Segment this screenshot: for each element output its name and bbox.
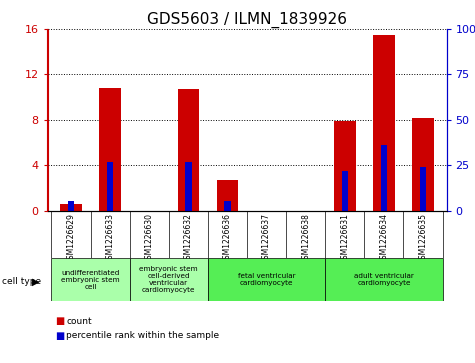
Bar [99, 88, 121, 211]
Text: GSM1226633: GSM1226633 [105, 213, 114, 264]
Bar [412, 118, 434, 211]
Text: fetal ventricular
cardiomyocyte: fetal ventricular cardiomyocyte [238, 273, 295, 286]
Bar [178, 89, 199, 211]
Bar [51, 258, 130, 301]
Bar [208, 258, 325, 301]
Text: GSM1226630: GSM1226630 [145, 213, 154, 264]
Text: GSM1226635: GSM1226635 [418, 213, 428, 264]
Text: ■: ■ [55, 331, 64, 341]
Text: adult ventricular
cardiomyocyte: adult ventricular cardiomyocyte [354, 273, 414, 286]
Bar [420, 167, 426, 211]
Title: GDS5603 / ILMN_1839926: GDS5603 / ILMN_1839926 [147, 12, 347, 28]
Bar [334, 121, 356, 211]
Text: ▶: ▶ [32, 276, 40, 286]
Text: embryonic stem
cell-derived
ventricular
cardiomyocyte: embryonic stem cell-derived ventricular … [140, 266, 198, 293]
Text: GSM1226629: GSM1226629 [66, 213, 76, 264]
Bar [68, 201, 74, 211]
Bar [217, 180, 238, 211]
Bar [342, 171, 348, 211]
Text: GSM1226632: GSM1226632 [184, 213, 193, 264]
Text: cell type: cell type [2, 277, 41, 286]
Text: ■: ■ [55, 316, 64, 326]
Text: undifferentiated
embryonic stem
cell: undifferentiated embryonic stem cell [61, 269, 120, 290]
Text: GSM1226638: GSM1226638 [301, 213, 310, 264]
Bar [185, 162, 191, 211]
Bar [107, 162, 114, 211]
Text: percentile rank within the sample: percentile rank within the sample [66, 331, 219, 340]
Text: GSM1226634: GSM1226634 [380, 213, 389, 264]
Text: GSM1226631: GSM1226631 [340, 213, 349, 264]
Bar [380, 145, 387, 211]
Bar [373, 35, 395, 211]
Bar [325, 258, 443, 301]
Text: GSM1226637: GSM1226637 [262, 213, 271, 264]
Bar [224, 200, 231, 211]
Text: count: count [66, 317, 92, 326]
Bar [130, 258, 208, 301]
Bar [60, 204, 82, 211]
Text: GSM1226636: GSM1226636 [223, 213, 232, 264]
